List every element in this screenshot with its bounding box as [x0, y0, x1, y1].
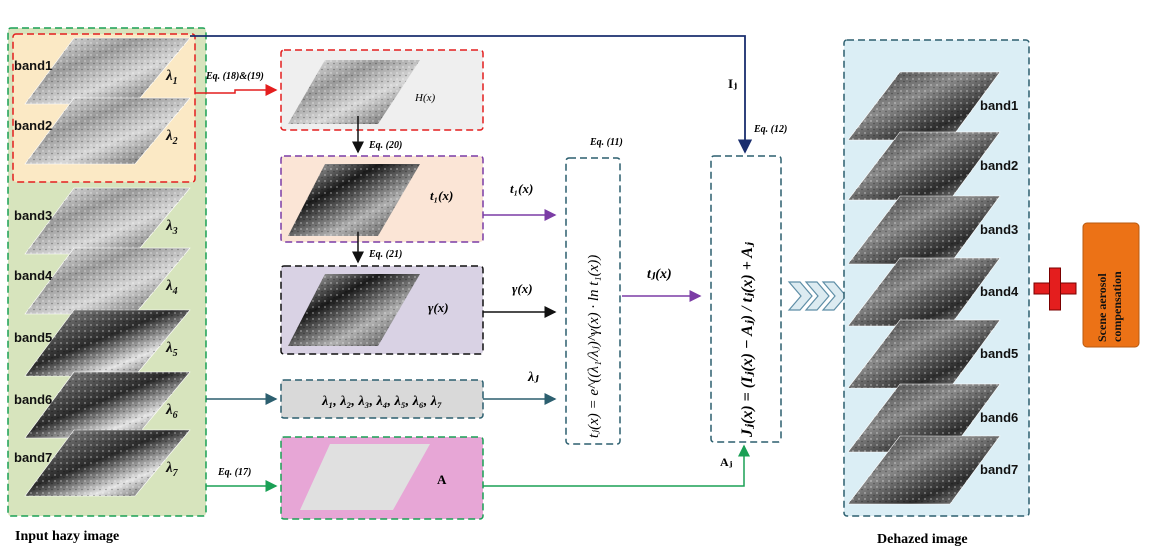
Aj-label: Aⱼ [720, 455, 733, 469]
t1-arrow-label: t₁(x) [510, 181, 533, 196]
input-band-label: band3 [14, 208, 52, 223]
arrow-A-to-J [483, 444, 750, 487]
eq17-label: Eq. (17) [217, 467, 251, 478]
output-band-label: band5 [980, 346, 1018, 361]
lambda-box [280, 379, 484, 419]
gamma-label: γ(x) [428, 300, 449, 315]
input-band-label: band2 [14, 118, 52, 133]
eq18-19-label: Eq. (18)&(19) [205, 71, 264, 82]
input-band-label: band5 [14, 330, 52, 345]
compensation-line1: Scene aerosol [1095, 273, 1109, 342]
tj-arrow-label: tⱼ(x) [647, 267, 672, 282]
J-formula: Jⱼ(x) = (Iⱼ(x) − Aⱼ) / tⱼ(x) + Aⱼ [739, 241, 756, 438]
input-band-label: band4 [14, 268, 53, 283]
lambdaj-arrow-label: λⱼ [527, 370, 539, 385]
input-band-label: band6 [14, 392, 52, 407]
output-band-images: band1 band2 band3 band4 band5 band6 band7 [847, 71, 1019, 505]
eq11-label: Eq. (11) [589, 137, 623, 148]
plus-icon [1033, 267, 1077, 311]
tj-formula-box [565, 157, 621, 445]
eq21-label: Eq. (21) [368, 249, 402, 260]
output-band-label: band1 [980, 98, 1018, 113]
lambda-list: λ₁, λ₂, λ₃, λ₄, λ₅, λ₆, λ₇ [321, 394, 442, 409]
arrow-input-to-J [190, 35, 753, 154]
Ij-label: Iⱼ [728, 76, 737, 91]
A-label: A [437, 472, 447, 487]
A-image [300, 444, 430, 510]
output-caption: Dehazed image [877, 532, 968, 547]
eq20-label: Eq. (20) [368, 140, 402, 151]
output-band-label: band7 [980, 462, 1018, 477]
output-band-label: band6 [980, 410, 1018, 425]
arrow-bands-to-haze [195, 84, 278, 96]
compensation-line2: compensation [1110, 271, 1124, 342]
input-caption: Input hazy image [15, 529, 119, 544]
input-band-images: band1λ1band2λ2band3λ3band4λ4band5λ5band6… [14, 37, 191, 497]
gamma-arrow-label: γ(x) [512, 281, 533, 296]
input-band-label: band1 [14, 58, 52, 73]
output-band-label: band3 [980, 222, 1018, 237]
t1-label: t₁(x) [430, 188, 453, 203]
eq12-label: Eq. (12) [753, 124, 787, 135]
chevron-arrows-icon [787, 281, 847, 311]
haze-label: H(x) [414, 92, 435, 104]
input-band-label: band7 [14, 450, 52, 465]
output-band-label: band4 [980, 284, 1019, 299]
output-band-label: band2 [980, 158, 1018, 173]
tj-formula: tⱼ(x) = e^((λ₁/λⱼ)^γ(x) · ln t₁(x)) [586, 255, 602, 438]
J-formula-box [710, 155, 782, 443]
compensation-box [1082, 222, 1140, 348]
